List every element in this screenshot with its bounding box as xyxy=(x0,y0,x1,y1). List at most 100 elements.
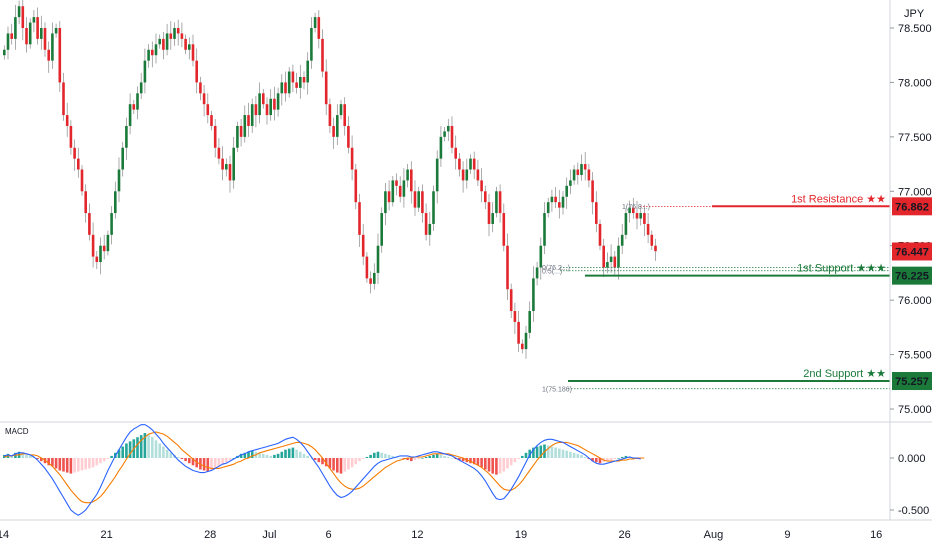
candle-body xyxy=(332,125,335,137)
candle xyxy=(302,71,306,90)
macd-hist-bar xyxy=(313,458,317,461)
candle xyxy=(535,261,539,286)
candle xyxy=(561,191,565,215)
price-ticks: 78.50078.00077.50077.00076.50076.00075.5… xyxy=(890,23,932,416)
candle-body xyxy=(458,158,461,170)
candle-body xyxy=(410,169,413,192)
candle xyxy=(484,185,487,210)
macd-hist-bar xyxy=(154,440,158,458)
candle xyxy=(210,110,213,131)
macd-hist-bar xyxy=(447,456,450,458)
macd-hist-bar xyxy=(421,458,424,459)
candle-body xyxy=(606,262,609,268)
macd-hist-bar xyxy=(228,458,232,461)
candle xyxy=(406,163,409,188)
candle xyxy=(32,10,36,33)
candle xyxy=(254,95,258,128)
candle xyxy=(121,142,124,177)
macd-hist-bar xyxy=(502,458,506,472)
candle xyxy=(247,102,250,137)
candle xyxy=(110,206,113,245)
candle-body xyxy=(25,28,28,45)
candle xyxy=(265,97,269,125)
candle-body xyxy=(391,180,395,203)
candle xyxy=(21,0,25,41)
candle-body xyxy=(17,6,21,18)
candle xyxy=(43,22,47,57)
macd-hist-bar xyxy=(169,452,173,458)
macd-hist-bar xyxy=(295,449,298,458)
macd-hist-bar xyxy=(524,452,528,458)
macd-lines xyxy=(4,424,645,516)
macd-hist-bar xyxy=(265,454,269,458)
macd-hist-bar xyxy=(47,458,50,466)
candle-body xyxy=(262,93,265,105)
candle xyxy=(69,120,73,155)
time-tick-label: 26 xyxy=(618,529,630,541)
candle xyxy=(646,213,650,244)
candle xyxy=(276,87,280,117)
candle-body xyxy=(387,191,391,203)
candle xyxy=(495,186,498,218)
macd-hist-bar xyxy=(620,456,624,458)
macd-hist-bar xyxy=(321,458,324,465)
candle-body xyxy=(99,245,102,263)
candle xyxy=(147,44,150,68)
candle xyxy=(139,72,143,99)
candle-body xyxy=(258,93,261,116)
candle xyxy=(413,180,417,216)
macd-hist-bar xyxy=(609,458,613,461)
candle xyxy=(14,4,17,50)
price-axis[interactable]: JPY 78.50078.00077.50077.00076.50076.000… xyxy=(889,0,932,520)
candle xyxy=(602,238,605,278)
candle xyxy=(387,180,391,211)
macd-hist-bar xyxy=(461,458,465,462)
macd-hist-bar xyxy=(191,458,195,466)
candle-body xyxy=(250,104,254,126)
price-pane: 1(76.8...) 0(76.2...)0.5(...) 1(75.186) 1s… xyxy=(3,0,890,394)
macd-hist-bar xyxy=(546,445,550,458)
candle-body xyxy=(313,17,317,28)
macd-hist-bar xyxy=(387,454,391,458)
macd-hist-bar xyxy=(439,454,443,458)
macd-hist-bar xyxy=(102,458,106,462)
macd-hist-bar xyxy=(550,446,554,458)
candle-body xyxy=(476,169,480,181)
candle-body xyxy=(361,234,365,257)
candle xyxy=(262,88,265,109)
candle xyxy=(313,12,317,33)
time-axis[interactable]: 14 21 28 Jul 6 12 19 26 Aug 9 16 xyxy=(0,529,882,541)
candle xyxy=(54,23,58,38)
candle-body xyxy=(406,169,409,181)
candle-body xyxy=(10,33,13,39)
currency-label: JPY xyxy=(904,8,925,20)
macd-hist-bar xyxy=(213,458,217,469)
macd-hist-bar xyxy=(561,449,565,458)
candle xyxy=(291,64,295,93)
candle xyxy=(114,181,117,219)
macd-hist-bar xyxy=(299,451,302,458)
macd-ticks: 0.000 -0.500 xyxy=(890,453,929,517)
candle-body xyxy=(428,223,432,235)
candle-body xyxy=(350,147,354,170)
candle xyxy=(188,37,191,60)
candle-body xyxy=(65,115,69,126)
macd-hist-bar xyxy=(324,458,328,467)
candle-body xyxy=(439,136,443,159)
candle xyxy=(169,21,173,50)
macd-line xyxy=(4,424,641,516)
candle-body xyxy=(106,234,110,252)
candle xyxy=(62,72,65,121)
candle xyxy=(502,203,506,252)
macd-hist-bar xyxy=(287,448,291,458)
macd-tick-label: -0.500 xyxy=(898,505,929,517)
candle xyxy=(513,302,517,335)
candle xyxy=(609,244,613,273)
macd-hist-bar xyxy=(310,458,313,459)
macd-hist-bar xyxy=(162,446,165,458)
candle xyxy=(435,150,439,204)
macd-tick-label: 0.000 xyxy=(898,453,926,465)
candle xyxy=(550,189,554,212)
candle xyxy=(417,186,420,212)
candle-body xyxy=(354,169,358,203)
